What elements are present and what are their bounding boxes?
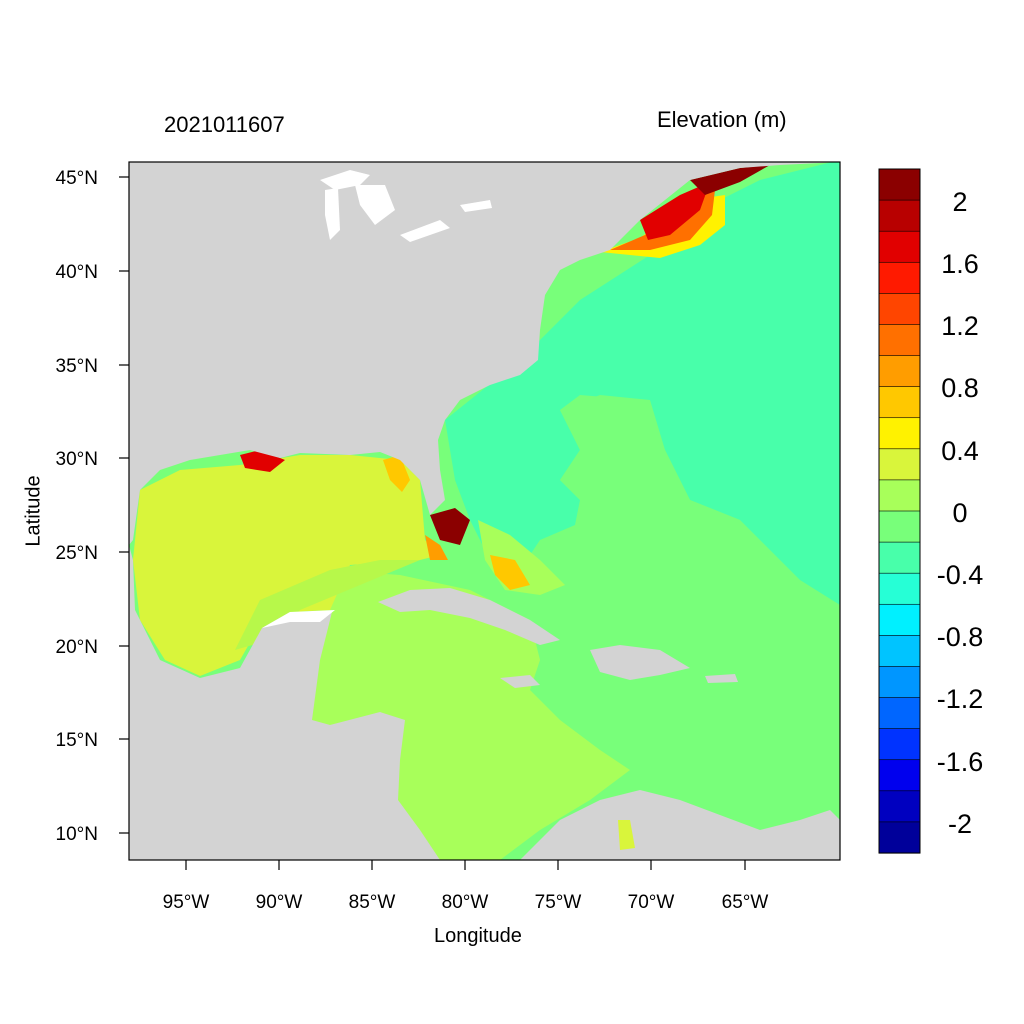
colorbar-swatch [878, 479, 921, 512]
hispaniola-island [590, 645, 690, 680]
venezuela-lake [618, 820, 635, 850]
colorbar [878, 168, 921, 854]
y-tick-label: 15°N [56, 730, 98, 751]
colorbar-label: -1.2 [937, 684, 984, 714]
lake-michigan [325, 188, 340, 240]
y-tick-label: 20°N [56, 637, 98, 658]
colorbar-swatch [878, 448, 921, 481]
mexico-central-america-landmass [129, 545, 440, 860]
y-tick-label: 25°N [56, 543, 98, 564]
y-tick-label: 35°N [56, 356, 98, 377]
colorbar-label: 2 [952, 187, 967, 217]
colorbar-swatch [878, 510, 921, 543]
colorbar-swatch [878, 603, 921, 636]
colorbar-label: 1.2 [941, 311, 979, 341]
colorbar-frame [878, 168, 921, 854]
colorbar-swatch [878, 759, 921, 792]
south-america-landmass [520, 790, 840, 860]
colorbar-label: 0.4 [941, 436, 979, 466]
ne-surge-darkred [690, 165, 770, 195]
y-tick-label: 40°N [56, 262, 98, 283]
x-tick-labels: 95°W 90°W 85°W 80°W 75°W 70°W 65°W [163, 892, 769, 913]
lake-erie [400, 220, 450, 242]
colorbar-label: -0.8 [937, 622, 984, 652]
colorbar-label: 0 [952, 498, 967, 528]
colorbar-swatch [878, 572, 921, 605]
colorbar-swatch [878, 261, 921, 294]
x-axis-title: Longitude [434, 925, 522, 947]
x-tick-label: 70°W [628, 892, 675, 913]
bahamas-shelf-surge [490, 555, 530, 590]
colorbar-swatch [878, 666, 921, 699]
lake-huron [355, 185, 395, 225]
y-tick-label: 10°N [56, 824, 98, 845]
x-tick-label: 95°W [163, 892, 210, 913]
gulf-of-mexico-region [133, 455, 440, 676]
colorbar-swatch [878, 635, 921, 668]
colorbar-label: -0.4 [937, 560, 984, 590]
x-tick-label: 75°W [535, 892, 582, 913]
x-axis [185, 860, 746, 870]
colorbar-label: 1.6 [941, 249, 979, 279]
map-panel [129, 162, 840, 860]
colorbar-swatch [878, 199, 921, 232]
y-tick-labels: 45°N 40°N 35°N 30°N 25°N 20°N 15°N 10°N [56, 168, 98, 845]
puerto-rico-island [705, 674, 738, 683]
colorbar-swatch [878, 790, 921, 823]
colorbar-label: -2 [948, 809, 972, 839]
north-america-landmass [129, 162, 840, 545]
x-tick-label: 80°W [442, 892, 489, 913]
colorbar-swatch [878, 355, 921, 388]
colorbar-label: 0.8 [941, 373, 979, 403]
colorbar-swatch [878, 417, 921, 450]
colorbar-swatch [878, 541, 921, 574]
colorbar-label: -1.6 [937, 747, 984, 777]
yucatan-shelf [262, 610, 335, 628]
variable-label: Elevation (m) [657, 107, 787, 132]
florida-bigbend-surge [383, 455, 410, 492]
colorbar-swatch [878, 697, 921, 730]
cuba-island [378, 588, 560, 645]
western-atlantic-region [445, 162, 840, 605]
colorbar-swatch [878, 168, 921, 201]
x-tick-label: 90°W [256, 892, 303, 913]
offshore-lobe [560, 395, 740, 530]
colorbar-swatch [878, 728, 921, 761]
florida-surge-orange [425, 535, 448, 560]
colorbar-labels: 2 1.6 1.2 0.8 0.4 0 -0.4 -0.8 -1.2 -1.6 … [937, 187, 984, 839]
x-tick-label: 85°W [349, 892, 396, 913]
plot-frame [128, 161, 841, 861]
colorbar-swatch [878, 324, 921, 357]
y-tick-label: 45°N [56, 168, 98, 189]
ne-surge-red [640, 182, 710, 240]
map-timestamp: 2021011607 [164, 112, 285, 137]
x-tick-label: 65°W [722, 892, 769, 913]
lake-ontario [460, 200, 492, 212]
colorbar-swatch [878, 386, 921, 419]
jamaica-island [500, 675, 540, 688]
colorbar-swatch [878, 821, 921, 854]
florida-surge-red [430, 508, 470, 545]
y-axis [119, 176, 129, 834]
colorbar-swatch [878, 230, 921, 263]
colorbar-swatch [878, 293, 921, 326]
y-tick-label: 30°N [56, 449, 98, 470]
